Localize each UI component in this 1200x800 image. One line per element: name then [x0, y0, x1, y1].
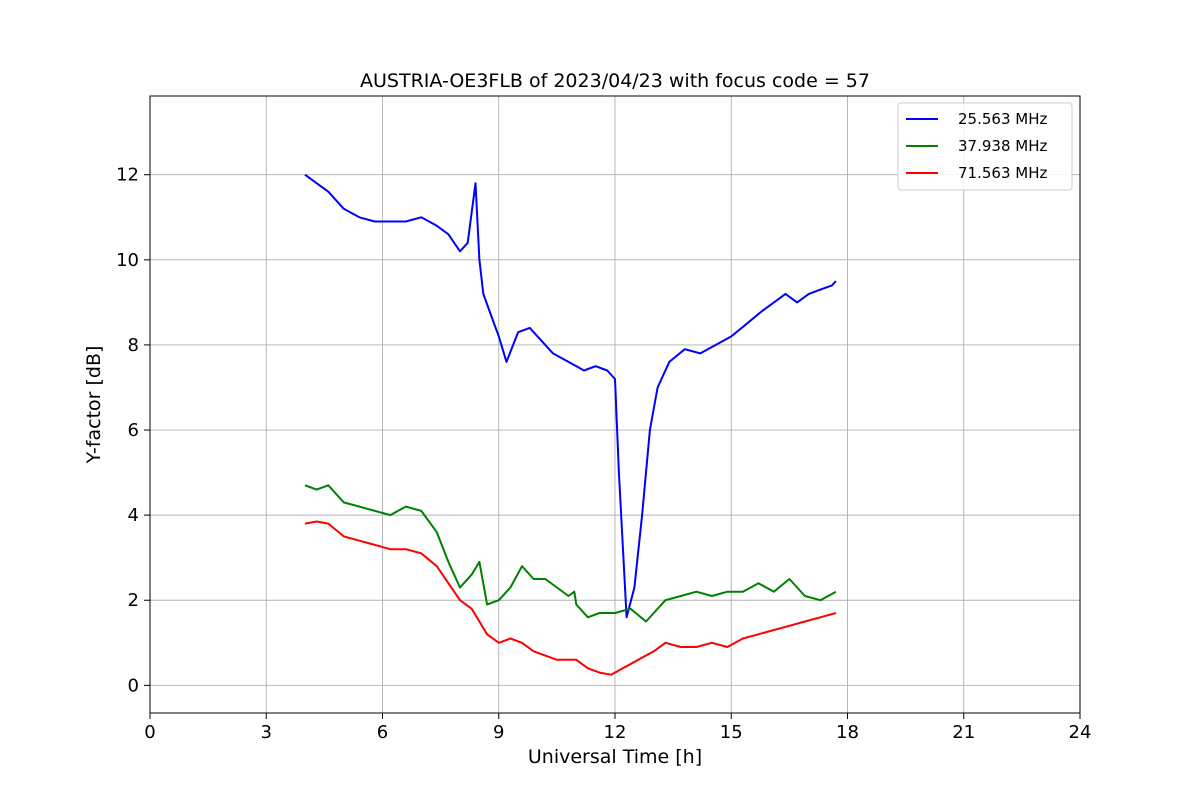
legend-entry-label: 37.938 MHz: [958, 137, 1047, 155]
y-axis-label: Y-factor [dB]: [83, 346, 105, 465]
x-tick-label: 15: [720, 722, 743, 743]
legend-box: [897, 102, 1073, 191]
series-line: [304, 173, 837, 619]
series-line: [304, 484, 837, 623]
y-tick-label: 10: [116, 250, 139, 271]
x-tick-label: 12: [604, 722, 627, 743]
y-tick-label: 0: [128, 675, 139, 696]
x-tick-label: 0: [144, 722, 155, 743]
y-tick-label: 6: [128, 420, 139, 441]
x-tick-label: 9: [493, 722, 504, 743]
chart-title: AUSTRIA-OE3FLB of 2023/04/23 with focus …: [360, 70, 870, 92]
series-layer: [304, 173, 837, 676]
legend-entry-label: 71.563 MHz: [958, 164, 1047, 182]
x-axis-label: Universal Time [h]: [528, 746, 702, 768]
x-tick-label: 3: [261, 722, 272, 743]
x-tick-label: 18: [836, 722, 859, 743]
y-tick-label: 2: [128, 590, 139, 611]
x-tick-label: 21: [952, 722, 975, 743]
legend-entry-label: 25.563 MHz: [958, 110, 1047, 128]
legend: 25.563 MHz 37.938 MHz 71.563 MHz: [897, 102, 1073, 191]
y-tick-label: 8: [128, 335, 139, 356]
series-line: [304, 520, 837, 676]
x-tick-label: 24: [1069, 722, 1092, 743]
y-tick-label: 4: [128, 505, 139, 526]
x-tick-label: 6: [377, 722, 388, 743]
y-tick-label: 12: [116, 165, 139, 186]
